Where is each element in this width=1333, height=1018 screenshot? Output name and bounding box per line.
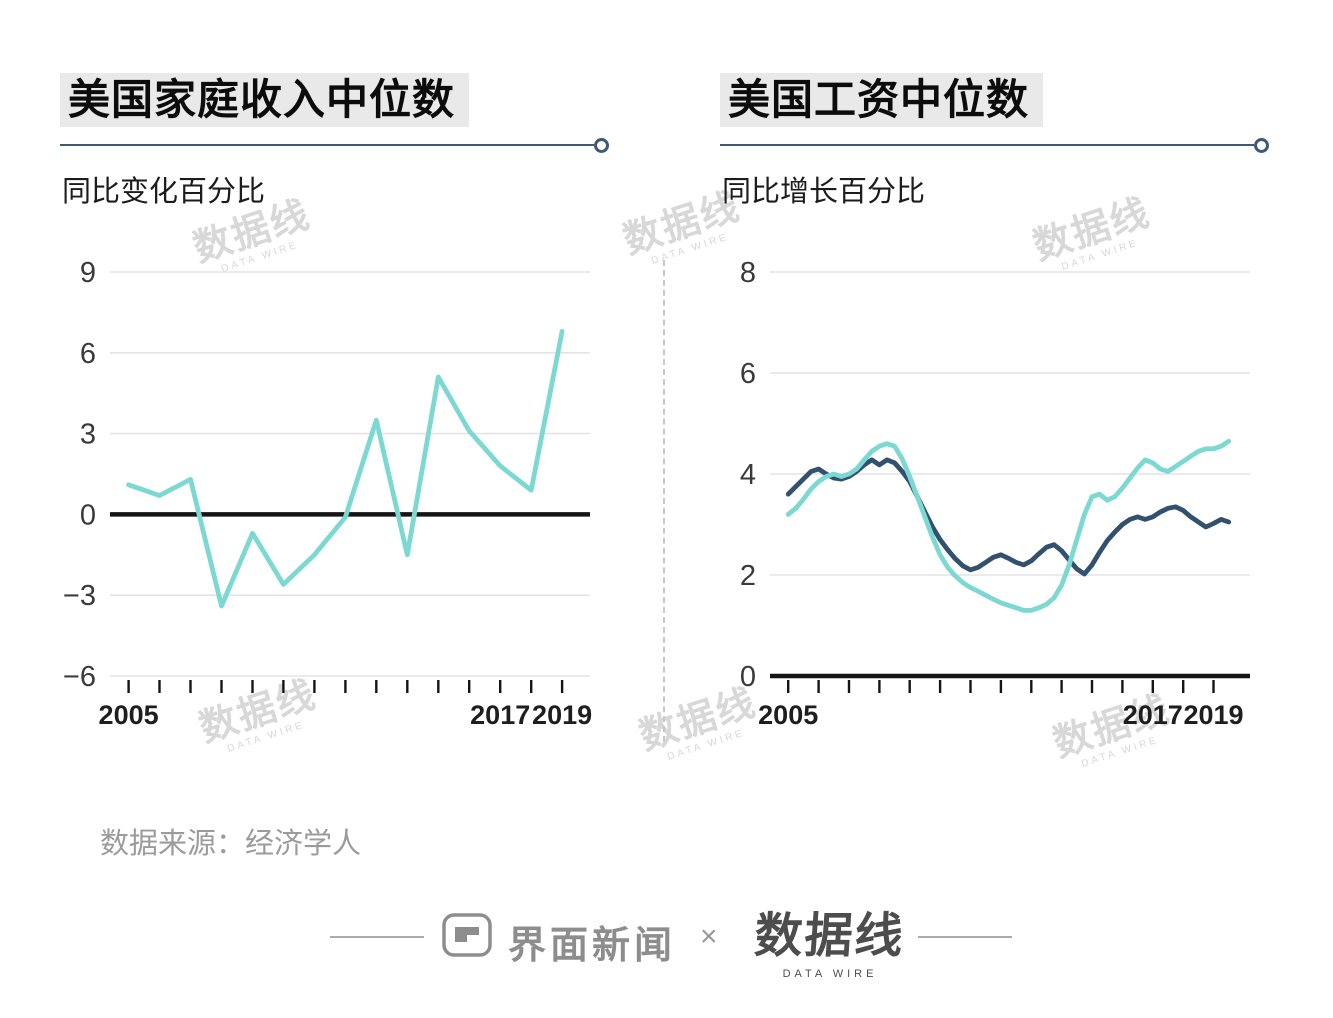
y-tick-label: 8 [740, 257, 756, 289]
footer-right-line [918, 936, 1012, 938]
y-tick-label: 6 [740, 358, 756, 390]
left-title-rule [60, 144, 594, 146]
y-tick-label: −6 [63, 661, 96, 693]
x-tick-label: 2019 [532, 700, 592, 730]
left-chart-title: 美国家庭收入中位数 [60, 73, 470, 127]
vertical-dashed-divider [663, 260, 665, 742]
x-tick-label: 2005 [99, 700, 159, 730]
x-tick-label: 2005 [758, 700, 818, 730]
watermark-en-text: DATA WIRE [1080, 734, 1161, 770]
y-tick-label: 0 [740, 661, 756, 693]
navy-line-series [785, 457, 1232, 577]
right-title-rule-end-circle-icon [1254, 138, 1269, 153]
y-tick-label: 6 [80, 338, 96, 370]
x-tick-label: 2017 [470, 700, 530, 730]
y-tick-label: 9 [80, 257, 96, 289]
y-tick-label: −3 [63, 580, 96, 612]
x-tick-label: 2019 [1183, 700, 1243, 730]
teal-line-series [785, 438, 1232, 613]
y-tick-label: 4 [740, 459, 756, 491]
median-household-income-change-series [126, 328, 565, 609]
footer-left-line [330, 936, 424, 938]
jiemian-logo-icon [442, 913, 492, 957]
data-source-note: 数据来源：经济学人 [100, 828, 362, 860]
right-chart-subtitle: 同比增长百分比 [722, 176, 926, 208]
datawire-logo: 数据线 DATA WIRE [748, 896, 912, 980]
datawire-wordmark-en: DATA WIRE [782, 968, 878, 980]
left-title-rule-end-circle-icon [594, 138, 609, 153]
y-tick-label: 2 [740, 560, 756, 592]
right-title-rule [720, 144, 1254, 146]
x-tick-label: 2017 [1123, 700, 1183, 730]
jiemian-news-wordmark: 界面新闻 [508, 925, 677, 967]
y-tick-label: 0 [80, 499, 96, 531]
footer-separator: × [700, 920, 718, 953]
left-chart-subtitle: 同比变化百分比 [62, 176, 266, 208]
right-chart-title: 美国工资中位数 [720, 73, 1044, 127]
y-tick-label: 3 [80, 419, 96, 451]
datawire-wordmark-cn: 数据线 [752, 910, 907, 963]
